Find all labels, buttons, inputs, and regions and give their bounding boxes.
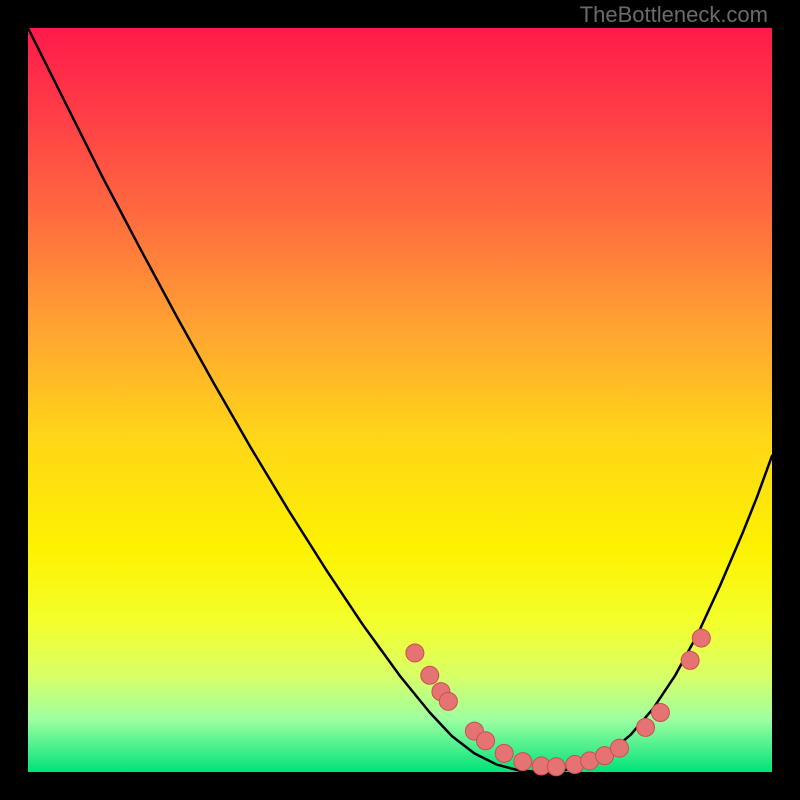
data-marker bbox=[651, 703, 669, 721]
data-marker bbox=[681, 651, 699, 669]
data-marker bbox=[406, 644, 424, 662]
data-marker bbox=[439, 692, 457, 710]
plot-area bbox=[28, 28, 772, 772]
data-marker bbox=[692, 629, 710, 647]
curve-layer bbox=[28, 28, 772, 772]
data-marker bbox=[477, 732, 495, 750]
data-marker bbox=[421, 666, 439, 684]
data-marker bbox=[547, 758, 565, 776]
data-marker bbox=[495, 744, 513, 762]
data-marker bbox=[637, 718, 655, 736]
data-marker bbox=[514, 753, 532, 771]
data-marker bbox=[610, 739, 628, 757]
chart-frame: TheBottleneck.com bbox=[0, 0, 800, 800]
watermark-text: TheBottleneck.com bbox=[580, 2, 768, 28]
data-markers bbox=[406, 629, 710, 776]
bottleneck-curve bbox=[28, 28, 772, 772]
